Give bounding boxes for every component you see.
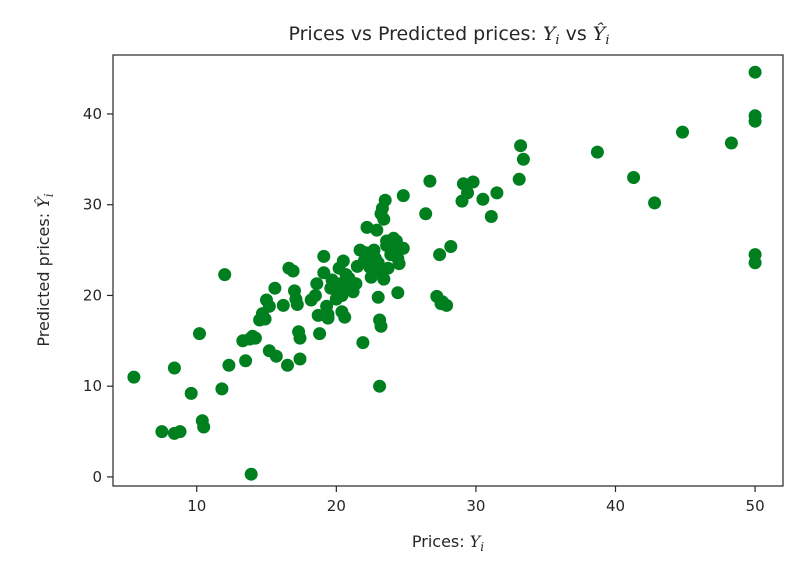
data-points [127, 65, 762, 481]
data-point-71 [370, 223, 384, 237]
data-point-37 [308, 289, 322, 302]
y-axis-label-text: Predicted prices: [34, 208, 53, 347]
data-point-60 [349, 277, 363, 291]
x-tick-label-10: 10 [187, 497, 206, 515]
data-point-66 [360, 220, 374, 234]
data-point-121 [748, 114, 762, 128]
chart-title-vs: vs [560, 23, 593, 45]
chart-title-subscript-i: i [555, 33, 559, 48]
y-axis-label-subscript: i [42, 193, 56, 197]
chart-title: Prices vs Predicted prices: Yi vs Ŷi [288, 22, 609, 48]
y-axis-ticks: 0 10 20 30 40 [83, 105, 113, 486]
data-point-103 [444, 240, 458, 253]
data-point-106 [461, 186, 474, 200]
data-point-95 [396, 189, 410, 203]
chart-title-subscript-i-2: i [605, 33, 609, 48]
data-point-108 [476, 192, 490, 206]
data-point-41 [317, 249, 331, 263]
data-point-27 [281, 358, 294, 372]
data-point-3 [173, 425, 187, 439]
data-point-117 [676, 125, 689, 139]
data-point-115 [627, 171, 641, 184]
data-point-22 [262, 299, 276, 313]
data-point-109 [484, 210, 498, 223]
x-tick-label-50: 50 [746, 497, 765, 515]
data-point-8 [197, 420, 211, 434]
data-point-123 [748, 256, 762, 270]
data-point-38 [310, 277, 324, 291]
data-point-32 [290, 298, 304, 311]
plot-area-frame [112, 54, 784, 487]
data-point-16 [248, 331, 262, 345]
x-tick-label-20: 20 [327, 497, 346, 515]
data-point-39 [311, 308, 325, 322]
data-point-92 [391, 286, 405, 300]
chart-title-symbol-yhat: Ŷ [593, 22, 608, 45]
x-axis-label: Prices: Yi [412, 532, 484, 554]
y-tick-label-30: 30 [83, 196, 102, 214]
data-point-96 [419, 207, 433, 221]
x-tick-label-30: 30 [466, 497, 485, 515]
data-point-93 [392, 257, 406, 271]
data-point-112 [514, 139, 528, 153]
y-axis-label-symbol: Ŷ [33, 196, 53, 208]
data-point-29 [286, 264, 300, 278]
data-point-20 [258, 312, 272, 326]
data-point-116 [648, 196, 662, 210]
data-point-82 [378, 193, 392, 207]
data-point-107 [466, 175, 480, 189]
y-tick-label-20: 20 [83, 286, 102, 304]
data-point-10 [218, 268, 232, 282]
data-point-54 [336, 254, 350, 268]
data-point-13 [239, 354, 253, 368]
data-point-35 [293, 352, 307, 366]
data-point-6 [193, 327, 206, 341]
x-tick-label-40: 40 [606, 497, 625, 515]
data-point-97 [423, 174, 437, 188]
data-point-74 [371, 290, 385, 304]
data-point-24 [268, 281, 282, 295]
data-point-63 [356, 336, 370, 350]
data-point-81 [377, 272, 391, 286]
data-point-113 [516, 152, 530, 166]
data-point-99 [433, 248, 447, 262]
data-point-102 [440, 298, 454, 312]
y-tick-label-0: 0 [92, 468, 102, 486]
x-axis-label-symbol: Y [470, 532, 482, 551]
data-point-45 [321, 311, 335, 325]
data-point-55 [338, 310, 352, 324]
data-point-0 [127, 370, 141, 384]
y-axis-label: Predicted prices: Ŷi [33, 193, 56, 346]
data-point-17 [244, 467, 258, 481]
data-point-11 [222, 358, 236, 372]
data-point-34 [293, 331, 307, 345]
data-point-1 [155, 425, 169, 439]
data-point-25 [269, 349, 283, 363]
data-point-4 [167, 361, 181, 375]
data-point-114 [590, 145, 604, 159]
x-axis-label-subscript: i [480, 540, 484, 554]
data-point-9 [215, 382, 229, 396]
data-point-111 [512, 172, 526, 186]
data-point-26 [276, 298, 290, 312]
data-point-119 [748, 65, 762, 79]
chart-title-symbol-y: Y [543, 23, 558, 45]
data-point-94 [396, 241, 410, 255]
data-point-110 [490, 186, 504, 200]
data-point-80 [377, 212, 391, 226]
y-tick-label-40: 40 [83, 105, 102, 123]
data-point-118 [724, 136, 738, 150]
data-point-85 [381, 261, 395, 275]
y-tick-label-10: 10 [83, 377, 102, 395]
data-point-77 [374, 319, 388, 333]
data-point-40 [313, 327, 327, 341]
data-point-5 [184, 386, 198, 400]
x-axis-label-text: Prices: [412, 532, 470, 551]
x-axis-ticks: 10 20 30 40 50 [187, 486, 765, 515]
data-point-76 [373, 379, 387, 393]
chart-title-text: Prices vs Predicted prices: [288, 23, 542, 45]
